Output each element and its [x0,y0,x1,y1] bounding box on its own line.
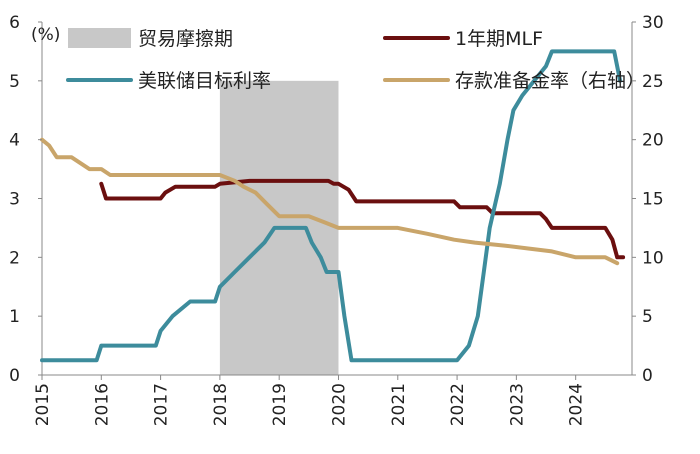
series-line-3 [40,137,620,266]
x-tick-label: 2024 [567,383,587,426]
legend-label: 贸易摩擦期 [138,28,233,50]
legend-label: 美联储目标利率 [138,70,271,92]
y-unit-label: (%) [31,25,60,45]
y-right-tick-label: 25 [642,72,664,92]
x-tick-label: 2015 [33,383,53,426]
series-line-1 [99,178,626,260]
x-tick-label: 2023 [507,383,527,426]
x-tick-label: 2019 [270,383,290,426]
y-right-tick-label: 0 [642,366,653,386]
y-left-tick-label: 6 [9,13,20,33]
y-left-tick-label: 5 [9,72,20,92]
y-left-tick-label: 4 [9,131,20,151]
x-tick-label: 2016 [92,383,112,426]
legend-label: 1年期MLF [455,28,543,50]
y-left-tick-label: 1 [9,307,20,327]
series-line-2 [40,49,623,363]
x-tick-label: 2018 [211,383,231,426]
y-left-tick-label: 2 [9,248,20,268]
y-left-tick-label: 3 [9,190,20,210]
series-layer [40,49,626,363]
y-right-tick-label: 30 [642,13,664,33]
y-right-tick-label: 10 [642,248,664,268]
x-tick-label: 2022 [448,383,468,426]
y-right-tick-label: 15 [642,190,664,210]
x-tick-label: 2021 [389,383,409,426]
legend-swatch-patch [68,28,131,48]
y-right-tick-label: 5 [642,307,653,327]
legend-layer: 贸易摩擦期 1年期MLF 美联储目标利率 存款准备金率（右轴） [66,28,645,92]
y-right-tick-label: 20 [642,131,664,151]
ticks-layer: 0 1 2 3 4 5 6 (%) 0 5 10 15 20 25 30 2015 2016 2017 2018 20… [9,13,663,426]
x-tick-label: 2020 [329,383,349,426]
x-tick-label: 2017 [152,383,172,426]
y-left-tick-label: 0 [9,366,20,386]
legend-label: 存款准备金率（右轴） [455,70,645,92]
